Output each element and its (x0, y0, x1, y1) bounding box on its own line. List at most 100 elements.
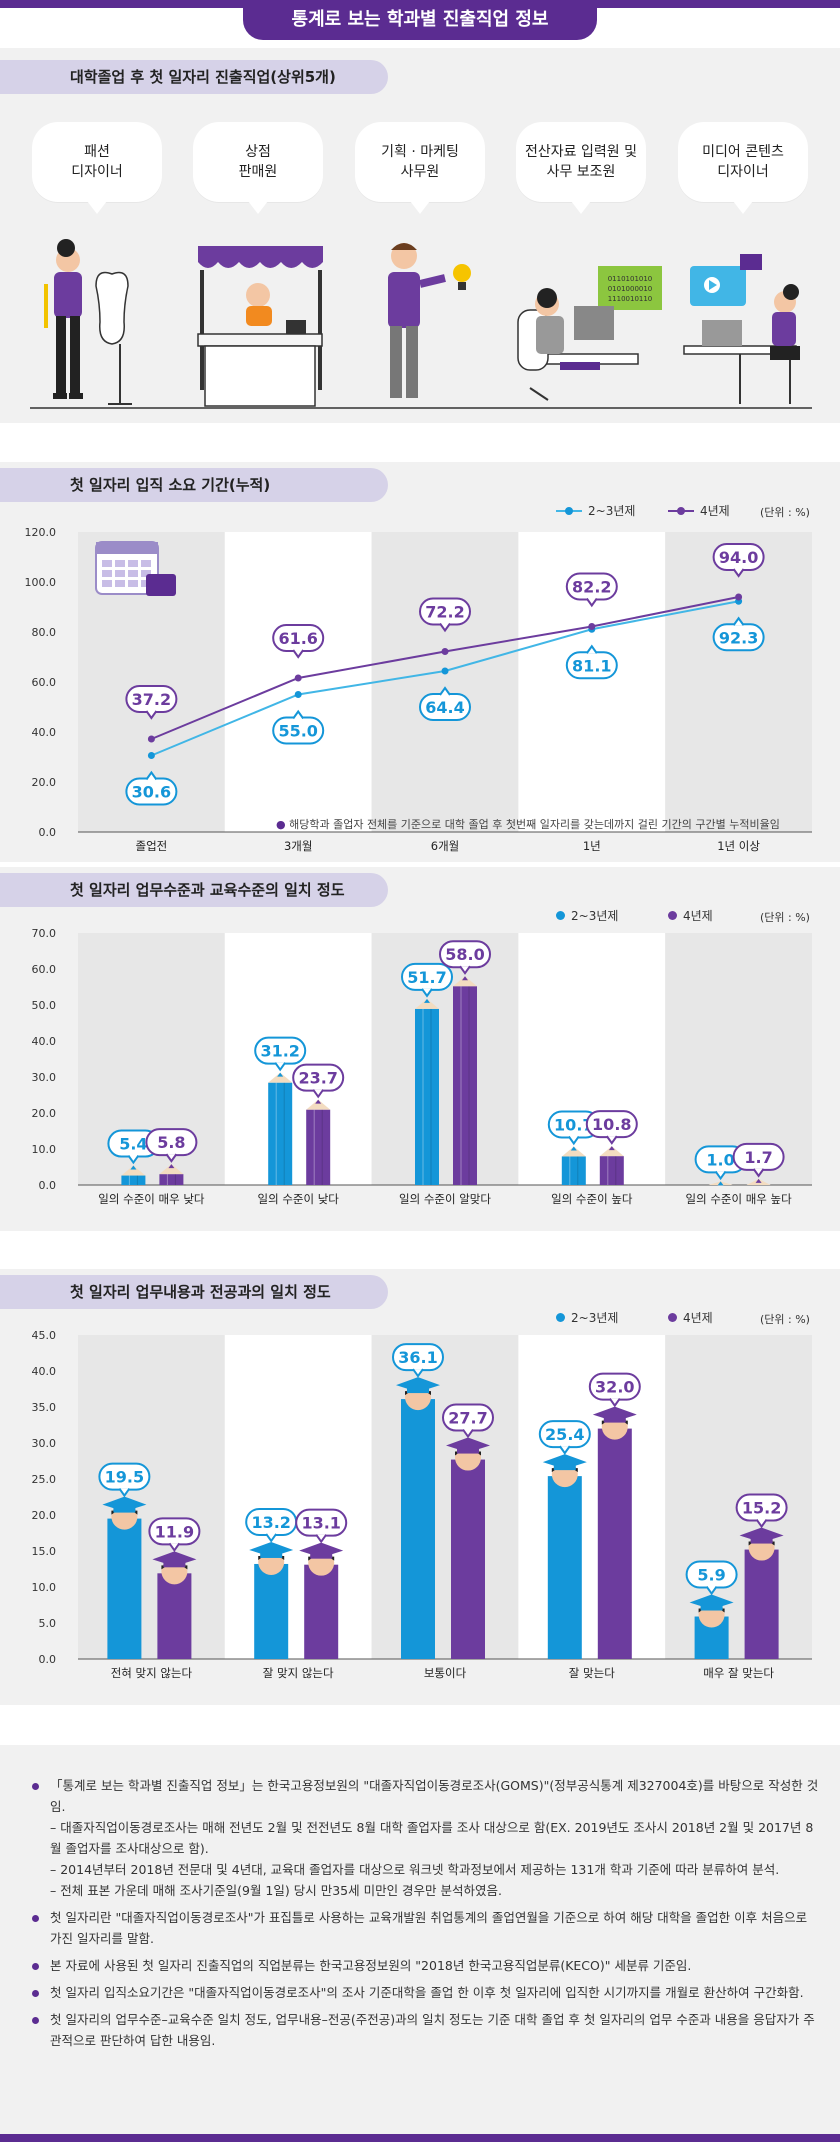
page-title: 통계로 보는 학과별 진출직업 정보 (243, 0, 597, 40)
data-label: 1.7 (744, 1148, 772, 1167)
page-header: 통계로 보는 학과별 진출직업 정보 (0, 0, 840, 56)
data-label: 10.7 (554, 1115, 593, 1134)
label-4yr: 94.0 (712, 543, 765, 578)
data-label: 31.2 (260, 1042, 299, 1061)
y-tick-label: 60.0 (32, 963, 57, 976)
pencil-bar-2-3yr (121, 1165, 146, 1185)
legend-dot-purple-icon (668, 911, 677, 920)
bar2-unit-label: (단위 : %) (760, 1313, 810, 1326)
graduate-bar-4yr (152, 1551, 197, 1659)
label-4yr: 11.9 (148, 1517, 201, 1553)
label-4yr: 1.7 (732, 1142, 785, 1178)
y-tick-label: 70.0 (32, 927, 57, 940)
bar1-legend-label-b: 4년제 (683, 909, 713, 923)
footnote-item: 「통계로 보는 학과별 진출직업 정보」는 한국고용정보원의 "대졸자직업이동경… (30, 1775, 820, 1901)
graduate-bar-2-3yr (689, 1594, 734, 1659)
footnote-subitem: – 전체 표본 가운데 매해 조사기준일(9월 1일) 당시 만35세 미만인 … (50, 1883, 502, 1898)
line-chart-title: 첫 일자리 입직 소요 기간(누적) (0, 468, 388, 502)
level-chart-section: 첫 일자리 업무수준과 교육수준의 일치 정도 2~3년제 4년제 (단위 : … (0, 867, 840, 1231)
pencil-bar-4yr (746, 1178, 771, 1185)
y-tick-label: 15.0 (32, 1545, 57, 1558)
svg-text:0101000010: 0101000010 (608, 285, 653, 293)
pencil-bar-2-3yr (268, 1072, 293, 1185)
y-tick-label: 0.0 (39, 1179, 57, 1192)
footnote-text: 첫 일자리란 "대졸자직업이동경로조사"가 표집틀로 사용하는 교육개발원 취업… (50, 1910, 808, 1946)
level-chart-title: 첫 일자리 업무수준과 교육수준의 일치 정도 (0, 873, 388, 907)
x-tick-label: 1년 이상 (717, 839, 760, 853)
data-label: 23.7 (298, 1069, 337, 1088)
label-2-3yr: 13.2 (245, 1507, 298, 1543)
data-point (735, 593, 743, 601)
pencil-bar-4yr (306, 1099, 331, 1185)
line-legend-a: 2~3년제 (556, 502, 635, 519)
category-band (224, 532, 372, 832)
x-tick-label: 3개월 (284, 839, 312, 853)
media-designer-illustration (683, 254, 800, 404)
label-2-3yr: 19.5 (98, 1462, 151, 1498)
data-label: 94.0 (719, 548, 758, 567)
data-label: 5.4 (119, 1135, 147, 1154)
pencil-bar-2-3yr (708, 1181, 733, 1186)
footnote-text: 본 자료에 사용된 첫 일자리 진출직업의 직업분류는 한국고용정보원의 "20… (50, 1958, 692, 1973)
label-2-3yr: 25.4 (538, 1420, 591, 1455)
footnote-item: 첫 일자리 입직소요기간은 "대졸자직업이동경로조사"의 조사 기준대학을 졸업… (30, 1982, 820, 2003)
label-4yr: 32.0 (588, 1372, 641, 1408)
data-label: 37.2 (132, 690, 171, 709)
label-4yr: 27.7 (442, 1403, 494, 1439)
y-tick-label: 40.0 (32, 1035, 57, 1048)
shop-seller-illustration (197, 246, 323, 407)
line-unit-label: (단위 : %) (760, 506, 810, 519)
job-bubble-2: 상점 판매원 (193, 122, 323, 214)
bar1-legend-label-a: 2~3년제 (571, 909, 619, 923)
label-4yr: 37.2 (125, 685, 178, 720)
footnote-list: 「통계로 보는 학과별 진출직업 정보」는 한국고용정보원의 "대졸자직업이동경… (30, 1775, 820, 2057)
graduate-bar-4yr (592, 1406, 637, 1659)
major-chart-section: 첫 일자리 업무내용과 전공과의 일치 정도 2~3년제 4년제 (단위 : %… (0, 1269, 840, 1705)
data-label: 81.1 (572, 656, 611, 675)
footnote-text: 첫 일자리의 업무수준–교육수준 일치 정도, 업무내용–전공(주전공)과의 일… (50, 2012, 815, 2048)
y-tick-label: 20.0 (32, 776, 57, 789)
label-4yr: 15.2 (735, 1493, 788, 1529)
bar1-legend-a: 2~3년제 (556, 907, 618, 924)
svg-text:0110101010: 0110101010 (608, 275, 653, 283)
label-2-3yr: 92.3 (712, 616, 765, 652)
y-tick-label: 120.0 (25, 526, 57, 539)
x-tick-label: 일의 수준이 매우 낮다 (98, 1192, 205, 1206)
label-4yr: 58.0 (439, 940, 491, 975)
x-tick-label: 잘 맞지 않는다 (263, 1666, 334, 1680)
y-tick-label: 60.0 (32, 676, 57, 689)
jobs-illustration: 0110101010 0101000010 1110010110 (30, 239, 812, 409)
data-label: 11.9 (155, 1522, 194, 1541)
data-label: 13.2 (251, 1513, 290, 1532)
category-band (78, 1335, 225, 1659)
footnote-item: 본 자료에 사용된 첫 일자리 진출직업의 직업분류는 한국고용정보원의 "20… (30, 1955, 820, 1976)
y-tick-label: 0.0 (39, 826, 57, 839)
y-tick-label: 80.0 (32, 626, 57, 639)
job-bubble-5: 미디어 콘텐츠 디자이너 (678, 122, 808, 214)
note-bullet-icon: ● (276, 818, 286, 831)
y-tick-label: 10.0 (32, 1581, 57, 1594)
category-band (224, 1335, 372, 1659)
legend-dot-blue-icon (556, 911, 565, 920)
y-tick-label: 25.0 (32, 1473, 57, 1486)
category-band (665, 1335, 812, 1659)
y-tick-label: 50.0 (32, 999, 57, 1012)
pencil-bar-4yr (453, 976, 477, 1185)
bar2-legend-label-a: 2~3년제 (571, 1311, 619, 1325)
legend-line-purple-icon (668, 506, 694, 515)
graduate-bar-2-3yr (102, 1496, 147, 1659)
label-4yr: 13.1 (295, 1508, 348, 1544)
y-tick-label: 20.0 (32, 1509, 57, 1522)
major-chart-plot: 0.0 5.0 10.0 15.0 20.0 25.0 30.0 35.0 40.0 45.0 전혀… (32, 1329, 812, 1680)
label-4yr: 82.2 (565, 572, 618, 608)
x-tick-label: 보통이다 (424, 1666, 467, 1680)
category-band (371, 532, 519, 832)
graduate-bar-2-3yr (396, 1377, 440, 1659)
graduate-bar-4yr (299, 1542, 344, 1659)
bar2-legend-a: 2~3년제 (556, 1309, 618, 1326)
data-label: 51.7 (407, 968, 446, 987)
pencil-bar-4yr (599, 1146, 624, 1185)
y-tick-label: 45.0 (32, 1329, 57, 1342)
category-band (665, 532, 812, 832)
footnote-subitem: – 2014년부터 2018년 전문대 및 4년대, 교육대 졸업자를 대상으로… (50, 1862, 780, 1877)
